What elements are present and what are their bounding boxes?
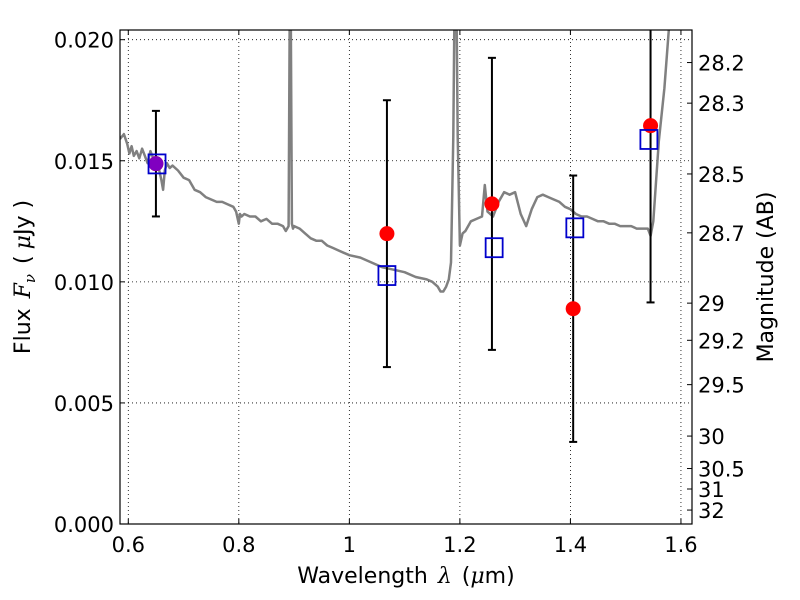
y2-tick-label: 28.2: [698, 52, 745, 76]
x-axis-label-unit-rest: m): [485, 564, 515, 589]
y-tick-label: 0.015: [54, 150, 114, 174]
model-photometry-point: [565, 217, 585, 239]
y-axis-label-symbol: F: [11, 282, 36, 299]
y2-tick-label: 29.5: [698, 374, 745, 398]
y-tick-label: 0.005: [54, 392, 114, 416]
y2-tick-label: 31: [698, 478, 725, 502]
observed-point: [565, 301, 581, 317]
y-axis-label-subscript: ν: [21, 274, 39, 283]
model-photometry-point: [147, 153, 167, 175]
y-tick-label: 0.000: [54, 513, 114, 537]
y-axis-label-unit-mu: μ: [11, 235, 36, 249]
x-axis-label-symbol: λ: [437, 564, 452, 589]
x-axis-label-unit-open: (: [462, 564, 471, 589]
marker-layer: [147, 118, 659, 317]
x-tick-label: 1.2: [443, 533, 476, 557]
y2-tick-label: 29.2: [698, 329, 745, 353]
y2-axis-label: Magnitude (AB): [754, 192, 779, 363]
y-axis-label-unit-open: (: [11, 255, 36, 264]
x-axis-label-unit-mu: μ: [470, 564, 484, 589]
y-axis-label: Flux Fν ( μJy ): [11, 200, 39, 354]
y2-tick-label: 29: [698, 292, 725, 316]
overlap-point: [148, 156, 164, 172]
observed-point: [643, 118, 659, 134]
model-photometry-point: [377, 265, 397, 286]
y-axis-label-text: Flux: [11, 308, 36, 354]
x-tick-label: 1.6: [664, 533, 697, 557]
x-tick-label: 1.4: [554, 533, 587, 557]
observed-point: [379, 226, 395, 242]
x-tick-label: 1: [343, 533, 356, 557]
y2-tick-label: 28.7: [698, 222, 745, 246]
x-axis-label-text: Wavelength: [297, 564, 428, 589]
x-tick-label: 0.8: [222, 533, 255, 557]
model-photometry-point: [484, 237, 504, 259]
y2-tick-label: 28.3: [698, 92, 745, 116]
x-tick-label: 0.6: [112, 533, 145, 557]
observed-point: [484, 196, 500, 212]
y-tick-label: 0.020: [54, 29, 114, 53]
y2-tick-label: 28.5: [698, 163, 745, 187]
model-photometry-point: [639, 129, 659, 150]
plot-frame: [119, 29, 693, 525]
y2-tick-label: 30.5: [698, 458, 745, 482]
y2-tick-label: 32: [698, 499, 725, 523]
y-axis-label-unit-rest: Jy ): [11, 200, 36, 237]
x-axis-label: Wavelength λ (μm): [297, 564, 514, 589]
y2-tick-label: 30: [698, 425, 725, 449]
y-tick-label: 0.010: [54, 271, 114, 295]
axis-ticks: 0.6 0.8 1 1.2 1.4 1.6 0.000 0.005 0.010 0.015 0.02…: [54, 29, 745, 557]
